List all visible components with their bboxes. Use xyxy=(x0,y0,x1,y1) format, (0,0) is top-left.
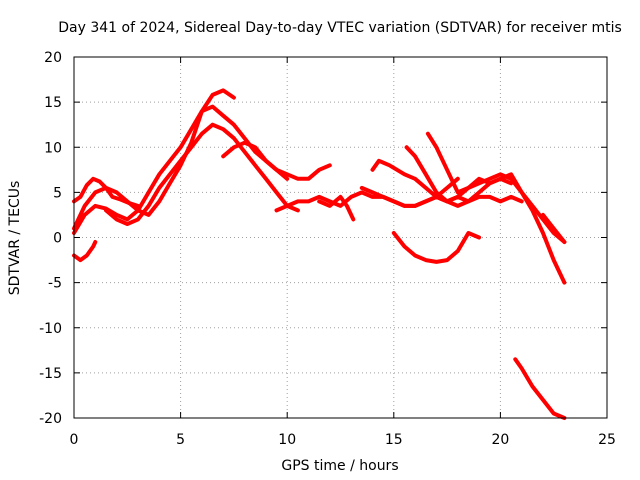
series-line-arc-k xyxy=(391,231,482,264)
series-line-arc-g xyxy=(274,190,524,213)
y-axis-label: SDTVAR / TECUs xyxy=(7,181,23,296)
x-tick-label: 15 xyxy=(385,432,403,448)
series-line-arc-n xyxy=(541,212,567,244)
chart-title: Day 341 of 2024, Sidereal Day-to-day VTE… xyxy=(58,20,622,36)
y-tick-label: 5 xyxy=(53,185,62,201)
y-tick-label: 20 xyxy=(44,50,62,66)
plot-frame xyxy=(73,56,608,419)
y-tick-label: 10 xyxy=(44,140,62,156)
series-line-arc-h xyxy=(317,194,356,222)
y-tick-labels: -20 -15 -10 -5 0 5 10 15 20 xyxy=(39,50,62,427)
y-tick-label: -10 xyxy=(39,321,62,337)
series-line-arc-e xyxy=(104,122,300,226)
series-line-arc-a xyxy=(72,240,98,263)
series-line-arc-o xyxy=(513,357,567,420)
series-group xyxy=(72,88,567,420)
x-tick-label: 0 xyxy=(70,432,79,448)
series-line-arc-m xyxy=(425,131,514,195)
y-tick-label: -15 xyxy=(39,366,62,382)
x-tick-label: 25 xyxy=(598,432,616,448)
y-tick-label: -5 xyxy=(48,276,62,292)
series-line-arc-d xyxy=(72,88,236,231)
x-tick-label: 10 xyxy=(278,432,296,448)
x-tick-label: 20 xyxy=(491,432,509,448)
x-tick-label: 5 xyxy=(176,432,185,448)
grid-lines xyxy=(74,57,607,418)
series-line-arc-f xyxy=(221,140,290,181)
y-tick-label: -20 xyxy=(39,411,62,427)
series-line-arc-i xyxy=(359,176,460,208)
y-tick-label: 15 xyxy=(44,95,62,111)
series-line-arc-l xyxy=(404,145,567,285)
x-axis-label: GPS time / hours xyxy=(281,458,398,474)
axis-ticks xyxy=(73,56,608,419)
y-tick-label: 0 xyxy=(53,231,62,247)
x-tick-labels: 0 5 10 15 20 25 xyxy=(70,432,616,448)
